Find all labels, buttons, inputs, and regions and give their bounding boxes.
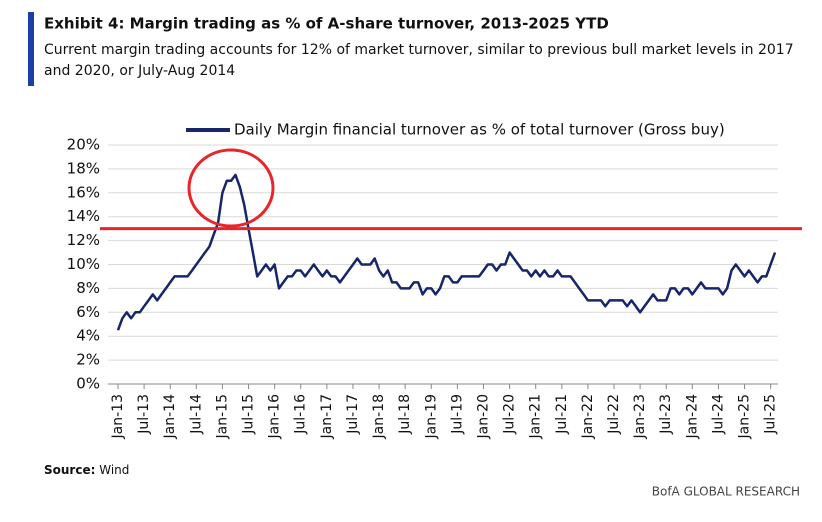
y-tick-label: 8% xyxy=(76,279,100,297)
x-tick-label: Jan-16 xyxy=(267,394,283,440)
chart-subtitle: Current margin trading accounts for 12% … xyxy=(44,42,794,58)
y-tick-label: 18% xyxy=(67,159,100,177)
legend-label: Daily Margin financial turnover as % of … xyxy=(234,121,725,139)
y-tick-label: 2% xyxy=(76,351,100,369)
x-tick-label: Jul-22 xyxy=(606,394,622,435)
y-tick-label: 20% xyxy=(67,136,100,154)
x-tick-label: Jul-19 xyxy=(449,394,465,435)
plot-area: 0% 2% 4% 6% 8% 10% 12% 14% 16% 18% 20% Jan-13 Jul-13… xyxy=(67,121,802,440)
chart-subtitle: and 2020, or July-Aug 2014 xyxy=(44,63,235,79)
x-tick-label: Jul-14 xyxy=(188,394,204,435)
y-tick-label: 12% xyxy=(67,231,100,249)
series-line xyxy=(116,173,777,331)
accent-bar xyxy=(28,12,34,86)
source-label: Source: xyxy=(44,463,95,477)
x-tick-label: Jan-18 xyxy=(371,394,387,439)
x-tick-label: Jan-19 xyxy=(423,394,439,439)
x-tick-label: Jul-18 xyxy=(397,394,413,435)
highlight-circle xyxy=(187,148,275,228)
source: Source: Wind xyxy=(44,463,129,477)
y-tick-label: 14% xyxy=(67,207,100,225)
x-tick-label: Jul-23 xyxy=(658,394,674,435)
y-tick-label: 0% xyxy=(76,375,100,393)
y-tick-label: 4% xyxy=(76,327,100,345)
x-tick-label: Jan-23 xyxy=(632,394,648,439)
x-tick-label: Jul-15 xyxy=(241,394,257,435)
x-tick-label: Jan-15 xyxy=(214,394,230,439)
chart-title: Exhibit 4: Margin trading as % of A-shar… xyxy=(44,15,609,33)
y-tick-label: 6% xyxy=(76,303,100,321)
y-tick-label: 10% xyxy=(67,255,100,273)
footer: BofA GLOBAL RESEARCH xyxy=(652,485,800,499)
x-tick-label: Jan-21 xyxy=(528,394,544,439)
x-tick-label: Jan-22 xyxy=(580,394,596,439)
x-tick-label: Jul-24 xyxy=(710,394,726,435)
x-tick-label: Jul-13 xyxy=(136,394,152,435)
x-tick-label: Jul-16 xyxy=(293,394,309,435)
x-tick-label: Jul-25 xyxy=(763,394,779,435)
x-tick-label: Jan-13 xyxy=(110,394,126,439)
x-tick-label: Jan-14 xyxy=(162,394,178,440)
x-tick-label: Jul-20 xyxy=(502,394,518,435)
x-tick-label: Jul-17 xyxy=(345,394,361,435)
x-tick-label: Jan-17 xyxy=(319,394,335,439)
y-tick-label: 16% xyxy=(67,183,100,201)
x-tick-label: Jan-25 xyxy=(737,394,753,439)
x-tick-label: Jul-21 xyxy=(554,394,570,435)
x-tick-label: Jan-20 xyxy=(475,394,491,439)
source-text: Wind xyxy=(99,463,129,477)
x-tick-label: Jan-24 xyxy=(684,394,700,440)
